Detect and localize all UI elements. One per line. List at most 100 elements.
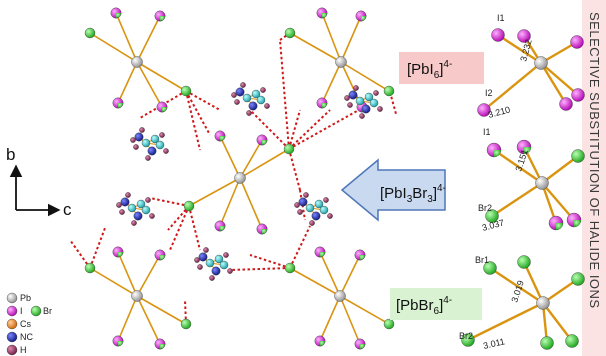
inset-bond bbox=[489, 266, 544, 305]
bromine-atom bbox=[84, 27, 96, 39]
inset-bond bbox=[540, 40, 578, 65]
pb-halide-bond bbox=[117, 251, 138, 297]
nitrogen-atom bbox=[141, 138, 151, 148]
inset-mid-dist1: 3.151 bbox=[513, 148, 529, 173]
lead-atom bbox=[535, 176, 549, 190]
hydrogen-bond bbox=[167, 205, 190, 231]
pb-halide-bond bbox=[136, 295, 161, 345]
label-pbi6-background bbox=[399, 52, 484, 84]
nc-atom bbox=[198, 252, 208, 262]
pb-halide-bond bbox=[136, 295, 187, 325]
hydrogen-atom bbox=[227, 268, 233, 274]
legend-label: Br bbox=[43, 306, 52, 316]
nitrogen-atom bbox=[219, 260, 229, 270]
iodine-atom bbox=[491, 28, 505, 42]
inset-top-atom1: I1 bbox=[497, 13, 505, 23]
inset-bond bbox=[541, 155, 579, 184]
hydrogen-bond bbox=[185, 90, 201, 151]
label-pbbr6: [PbBr6]4- bbox=[390, 288, 482, 320]
hydrogen-atom bbox=[163, 148, 169, 154]
hydrogen-atom bbox=[323, 197, 329, 203]
pb-halide-bond bbox=[340, 15, 362, 63]
nitrogen-atom bbox=[256, 95, 266, 105]
hydrogen-atom bbox=[159, 132, 165, 138]
inset-top-dist2: 3.210 bbox=[487, 104, 511, 119]
bromine-atom bbox=[540, 336, 554, 350]
nc-atom bbox=[298, 197, 308, 207]
hydrogen-atom bbox=[344, 95, 350, 101]
inset-bottom-atom2: Br2 bbox=[459, 331, 473, 341]
bromine-atom bbox=[485, 209, 499, 223]
lead-atom bbox=[234, 172, 246, 184]
label-mixed-arrow: [PbI3Br3]4- bbox=[340, 158, 446, 222]
bromine-atom bbox=[283, 143, 295, 155]
hydrogen-atom bbox=[294, 202, 300, 208]
lead-atom bbox=[131, 56, 143, 68]
bromine-atom bbox=[284, 27, 296, 39]
nitrogen-atom bbox=[141, 205, 151, 215]
hydrogen-atom bbox=[373, 90, 379, 96]
inset-bond bbox=[522, 261, 545, 304]
pb-halide-bond bbox=[239, 148, 290, 179]
pb-halide-bond bbox=[289, 32, 342, 63]
nc-atom bbox=[348, 90, 358, 100]
inset-bottom-dist2: 3.011 bbox=[482, 336, 506, 351]
pb-halide-bonds bbox=[89, 12, 390, 345]
pb-halide-bond bbox=[339, 295, 361, 345]
nc-atom bbox=[147, 146, 157, 156]
bromine-fraction-icon bbox=[160, 344, 165, 349]
pb-halide-bond bbox=[136, 254, 161, 297]
inset-bottom-atom1: Br1 bbox=[475, 255, 489, 265]
inset-bond bbox=[497, 33, 542, 65]
inset-bond bbox=[539, 62, 568, 105]
iodine-atom-legend-icon bbox=[6, 305, 18, 317]
nitrogen-atom bbox=[251, 89, 261, 99]
inset-bond bbox=[542, 278, 579, 304]
side-title-text: SELECTIVE SUBSTITUTION OF HALIDE IONS bbox=[587, 12, 602, 309]
axis-indicator: b c bbox=[6, 145, 72, 219]
nitrogen-atom bbox=[205, 258, 215, 268]
pb-halide-bond bbox=[89, 32, 138, 63]
pb-halide-bond bbox=[219, 135, 241, 179]
bromine-fraction-icon bbox=[162, 107, 167, 112]
pb-halide-bond bbox=[188, 177, 241, 207]
side-title: SELECTIVE SUBSTITUTION OF HALIDE IONS bbox=[582, 0, 606, 356]
pb-halide-bond bbox=[289, 267, 341, 297]
bromine-fraction-icon bbox=[262, 229, 267, 234]
hydrogen-bond bbox=[229, 267, 291, 271]
iodine-atom bbox=[517, 29, 531, 43]
nitrogen-atom bbox=[242, 93, 252, 103]
hydrogen-atom bbox=[234, 99, 240, 105]
inset-bond bbox=[541, 182, 575, 221]
bromine-atom bbox=[180, 85, 192, 97]
iodine-atom bbox=[571, 88, 585, 102]
nc-atom bbox=[120, 197, 130, 207]
atoms bbox=[84, 7, 395, 350]
iodine-atom bbox=[477, 103, 491, 117]
hydrogen-atom bbox=[131, 220, 137, 226]
inset-bond bbox=[540, 62, 579, 96]
nitrogen-atom bbox=[127, 203, 137, 213]
pb-halide-bond bbox=[321, 61, 342, 104]
bromine-fraction-icon bbox=[322, 103, 327, 108]
bromine-fraction-icon bbox=[116, 13, 121, 18]
bromine-atom bbox=[284, 262, 296, 274]
pb-halide-bond bbox=[136, 15, 161, 63]
nitrogen-atom bbox=[214, 254, 224, 264]
bromine-fraction-icon bbox=[320, 252, 325, 257]
label-pbi6: [PbI6]4- bbox=[399, 52, 484, 84]
hydrogen-bond bbox=[389, 91, 397, 115]
hydrogen-bond bbox=[289, 225, 311, 269]
b-axis-label: b bbox=[6, 145, 15, 164]
nitrogen-atom bbox=[314, 199, 324, 209]
pb-halide-bond bbox=[117, 295, 138, 342]
atom-legend: PbIBrCsNCHN bbox=[6, 292, 52, 356]
side-title-background bbox=[582, 0, 606, 356]
inset-bond bbox=[493, 149, 543, 184]
bromine-fraction-icon bbox=[220, 136, 225, 141]
bromine-fraction-icon bbox=[574, 220, 581, 227]
hydrogen-atom bbox=[130, 137, 136, 143]
bromine-atom bbox=[461, 333, 475, 347]
hydrogen-atom bbox=[264, 103, 270, 109]
